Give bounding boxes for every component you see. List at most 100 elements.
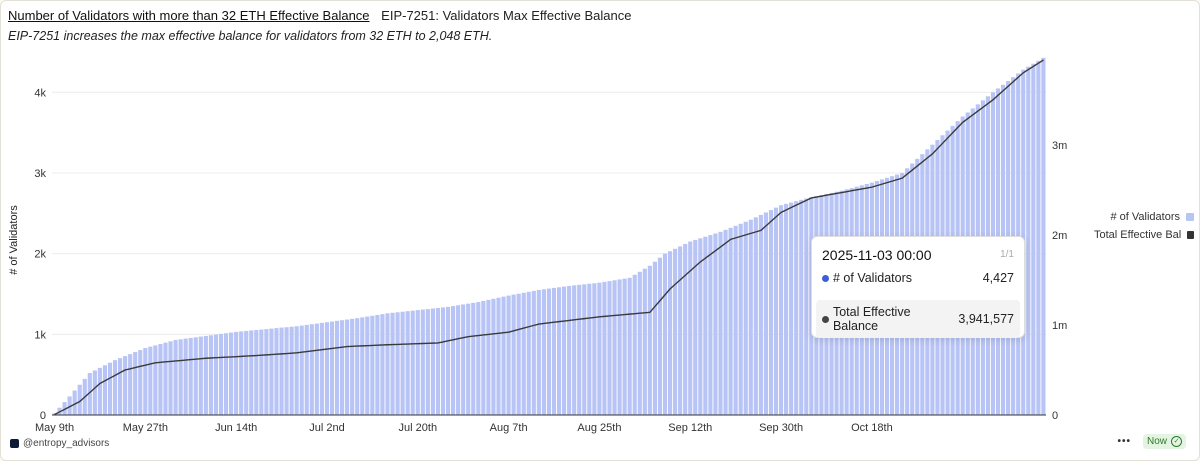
footer-controls: ••• Now ✓ <box>1117 434 1186 449</box>
bar <box>556 287 562 415</box>
x-tick-label: Sep 30th <box>759 422 803 434</box>
tooltip-label-validators: # of Validators <box>833 271 912 285</box>
bar <box>804 198 809 415</box>
bar <box>299 325 304 415</box>
bar <box>743 221 748 415</box>
bar <box>657 257 663 415</box>
bar <box>511 294 516 415</box>
bar <box>178 339 183 415</box>
bar <box>647 265 652 415</box>
title-row: Number of Validators with more than 32 E… <box>8 8 1192 23</box>
bar <box>607 281 612 415</box>
chart-subtitle: EIP-7251: Validators Max Effective Balan… <box>381 8 632 23</box>
bar <box>713 233 718 415</box>
bar <box>778 205 784 415</box>
bar <box>395 312 400 415</box>
legend-label-validators: # of Validators <box>1110 211 1180 223</box>
tooltip-date: 2025-11-03 00:00 <box>822 247 932 263</box>
bar <box>768 210 774 415</box>
bar <box>350 318 355 415</box>
bar <box>708 235 713 415</box>
bar <box>551 287 557 415</box>
bar <box>420 309 425 415</box>
right-tick-label: 0 <box>1052 410 1058 422</box>
bar <box>471 302 476 415</box>
bar <box>148 346 153 415</box>
bar <box>476 302 481 415</box>
bar <box>440 307 446 415</box>
bar <box>461 304 466 415</box>
bar <box>97 367 102 415</box>
status-badge[interactable]: Now ✓ <box>1142 434 1186 449</box>
footer-attribution: @entropy_advisors <box>10 438 109 449</box>
x-tick-label: Jun 14th <box>215 422 257 434</box>
bar <box>67 396 72 415</box>
bar <box>673 248 678 415</box>
bar <box>112 360 118 415</box>
bar <box>531 290 536 415</box>
bar <box>602 281 607 416</box>
bar <box>87 373 92 415</box>
chart-header: Number of Validators with more than 32 E… <box>8 8 1192 43</box>
right-axis-ticks: 0 1m 2m 3m <box>1052 140 1067 422</box>
bar <box>506 295 511 415</box>
bar <box>688 241 693 415</box>
bar <box>294 326 299 415</box>
bar <box>304 324 309 415</box>
bar <box>259 329 264 415</box>
legend-item-validators[interactable]: # of Validators <box>1094 208 1194 226</box>
bar <box>652 261 657 415</box>
bar <box>1031 63 1036 416</box>
bar <box>168 341 173 415</box>
legend-swatch-total-effective-balance <box>1187 231 1194 239</box>
bar <box>264 329 269 415</box>
bar <box>753 217 758 415</box>
left-axis-title: # of Validators <box>8 205 20 275</box>
bar <box>117 358 123 415</box>
bar <box>794 201 799 415</box>
bar <box>314 323 319 415</box>
tooltip-value-total-effective-balance: 3,941,577 <box>958 312 1014 326</box>
bar <box>319 322 324 415</box>
legend: # of Validators Total Effective Bal <box>1094 208 1194 244</box>
bar <box>1041 57 1046 415</box>
bar <box>198 336 203 415</box>
chart-tooltip: 2025-11-03 00:00 1/1 # of Validators 4,4… <box>811 236 1025 338</box>
bar <box>213 334 219 415</box>
legend-item-total-effective-balance[interactable]: Total Effective Bal <box>1094 226 1194 244</box>
bar <box>234 331 239 415</box>
more-menu-icon[interactable]: ••• <box>1117 436 1131 447</box>
bar <box>622 278 627 415</box>
x-axis-ticks: May 9th May 27th Jun 14th Jul 2nd Jul 20th Au… <box>35 422 893 434</box>
bar <box>516 293 521 415</box>
bar <box>567 285 572 415</box>
bar <box>254 330 259 415</box>
bar <box>481 301 486 415</box>
bar <box>592 283 597 415</box>
bar <box>445 306 451 415</box>
chart-title-link[interactable]: Number of Validators with more than 32 E… <box>8 8 370 23</box>
tooltip-row-validators: # of Validators 4,427 <box>822 271 1014 285</box>
bar <box>193 337 198 415</box>
x-tick-label: Aug 25th <box>577 422 621 434</box>
bar <box>728 227 733 415</box>
bar <box>496 297 501 415</box>
right-tick-label: 2m <box>1052 230 1067 242</box>
bar <box>738 223 743 415</box>
tooltip-value-validators: 4,427 <box>982 271 1014 285</box>
bar <box>72 390 77 415</box>
bar <box>345 319 350 415</box>
bar <box>340 320 345 415</box>
bar <box>541 289 546 415</box>
bar <box>405 311 410 415</box>
bar <box>491 298 496 415</box>
dot-icon <box>822 315 829 323</box>
bar <box>203 335 208 415</box>
left-tick-label: 2k <box>34 249 46 261</box>
bar <box>521 292 526 415</box>
bar <box>415 310 420 415</box>
bar <box>102 365 108 415</box>
bar <box>501 296 506 415</box>
x-tick-label: Aug 7th <box>490 422 528 434</box>
